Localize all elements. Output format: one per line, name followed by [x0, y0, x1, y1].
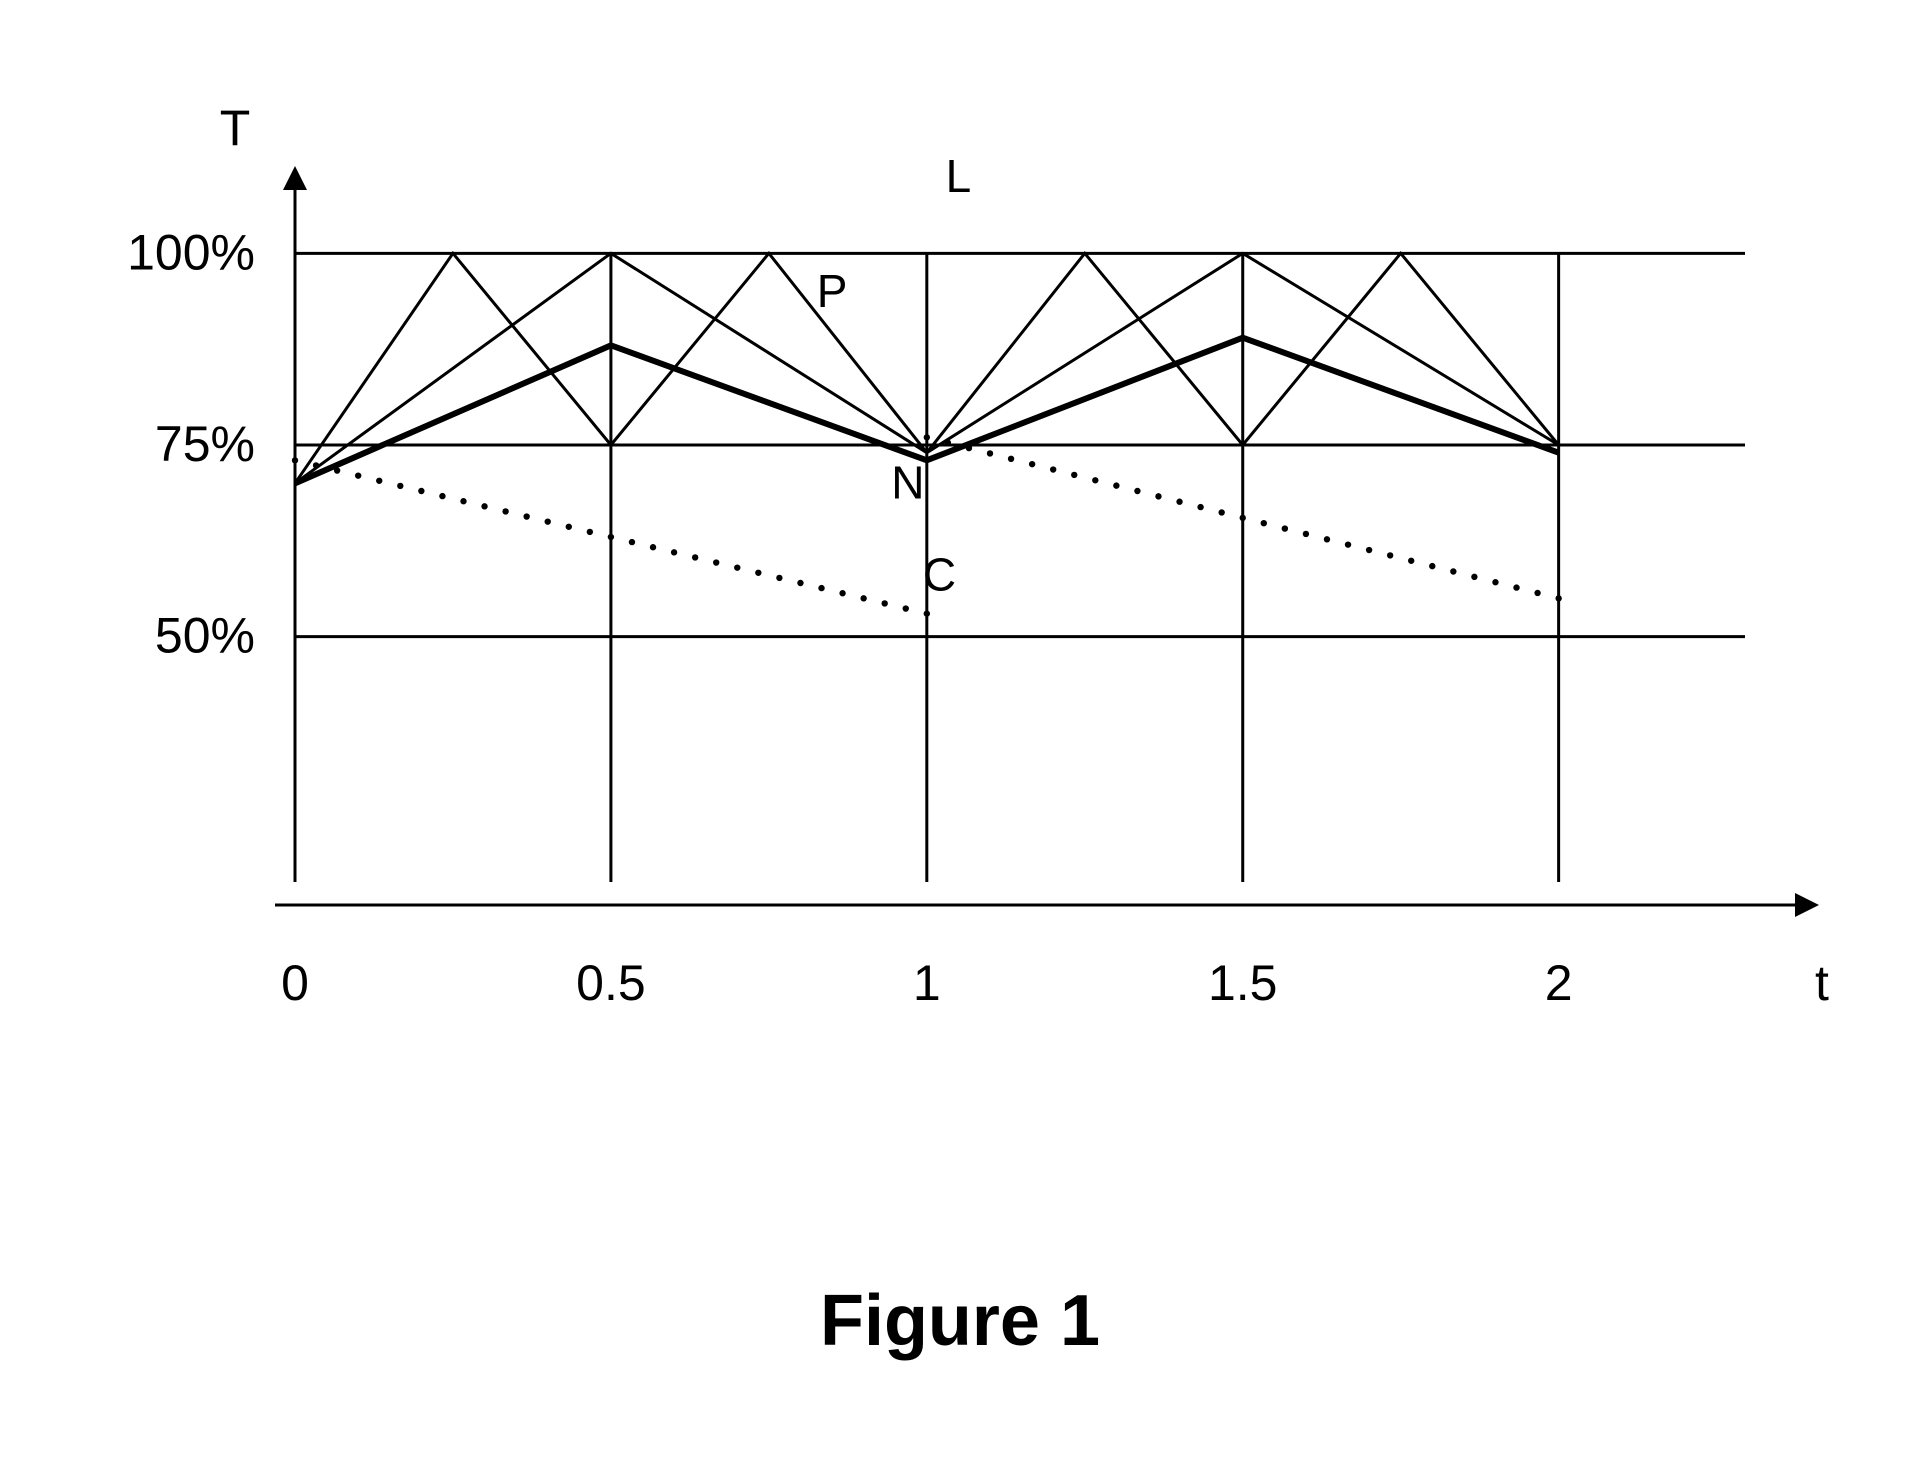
series-dot: [945, 440, 951, 446]
series-dot: [1050, 466, 1056, 472]
series-dot: [1345, 541, 1351, 547]
series-dot: [292, 457, 298, 463]
x-tick-label: 0.5: [576, 955, 646, 1011]
series-dot: [818, 585, 824, 591]
series-dot: [376, 478, 382, 484]
series-dot: [1513, 584, 1519, 590]
series-dot: [1282, 525, 1288, 531]
series-dot: [1324, 536, 1330, 542]
series-label-C: C: [923, 549, 956, 601]
series-dot: [903, 605, 909, 611]
series-dot: [713, 559, 719, 565]
series-dot: [1261, 520, 1267, 526]
series-dot: [566, 524, 572, 530]
series-dot: [1029, 461, 1035, 467]
series-dot: [523, 513, 529, 519]
series-dot: [502, 508, 508, 514]
series-dot: [1155, 493, 1161, 499]
x-tick-label: 1: [913, 955, 941, 1011]
series-dot: [1113, 482, 1119, 488]
series-dot: [313, 462, 319, 468]
series-dot: [671, 549, 677, 555]
series-dot: [397, 483, 403, 489]
series-dot: [1071, 472, 1077, 478]
series-dot: [1197, 504, 1203, 510]
series-dot: [1492, 579, 1498, 585]
series-dot: [545, 518, 551, 524]
series-dot: [734, 564, 740, 570]
series-dot: [1471, 574, 1477, 580]
series-dot: [355, 472, 361, 478]
series-dot: [460, 498, 466, 504]
series-dot: [924, 610, 930, 616]
series-dot: [1534, 590, 1540, 596]
series-dot: [1134, 488, 1140, 494]
y-tick-label: 100%: [127, 224, 255, 280]
x-tick-label: 1.5: [1208, 955, 1278, 1011]
series-dot: [1429, 563, 1435, 569]
series-dot: [629, 539, 635, 545]
series-label-P: P: [817, 265, 848, 317]
x-tick-label: 2: [1545, 955, 1573, 1011]
series-dot: [587, 529, 593, 535]
series-dot: [987, 450, 993, 456]
series-dot: [439, 493, 445, 499]
series-dot: [1008, 456, 1014, 462]
series-dot: [797, 580, 803, 586]
series-dot: [881, 600, 887, 606]
series-dot: [924, 434, 930, 440]
series-label-N: N: [891, 457, 924, 509]
series-dot: [1450, 568, 1456, 574]
series-dot: [1218, 509, 1224, 515]
series-dot: [1408, 558, 1414, 564]
y-tick-label: 75%: [155, 416, 255, 472]
series-dot: [1366, 547, 1372, 553]
y-axis-label: T: [220, 100, 251, 156]
series-dot: [1555, 595, 1561, 601]
series-dot: [418, 488, 424, 494]
series-dot: [692, 554, 698, 560]
figure-wrapper: 50% 75% 100% T 0 0.5 1 1.5 2 t L P NC Figure 1: [0, 0, 1920, 1473]
series-dot: [481, 503, 487, 509]
figure-caption: Figure 1: [820, 1280, 1100, 1362]
series-dot: [839, 590, 845, 596]
series-dot: [1092, 477, 1098, 483]
series-dot: [1387, 552, 1393, 558]
series-dot: [966, 445, 972, 451]
series-dot: [776, 575, 782, 581]
series-dot: [860, 595, 866, 601]
series-dot: [1303, 531, 1309, 537]
series-dot: [608, 534, 614, 540]
series-dot: [1240, 515, 1246, 521]
series-label-L: L: [946, 150, 972, 202]
series-dot: [334, 467, 340, 473]
series-dot: [755, 570, 761, 576]
chart-svg: 50% 75% 100% T 0 0.5 1 1.5 2 t L P NC: [0, 0, 1920, 1120]
series-dot: [650, 544, 656, 550]
series-dot: [1176, 499, 1182, 505]
x-axis-label: t: [1815, 955, 1829, 1011]
y-tick-label: 50%: [155, 608, 255, 664]
x-tick-label: 0: [281, 955, 309, 1011]
